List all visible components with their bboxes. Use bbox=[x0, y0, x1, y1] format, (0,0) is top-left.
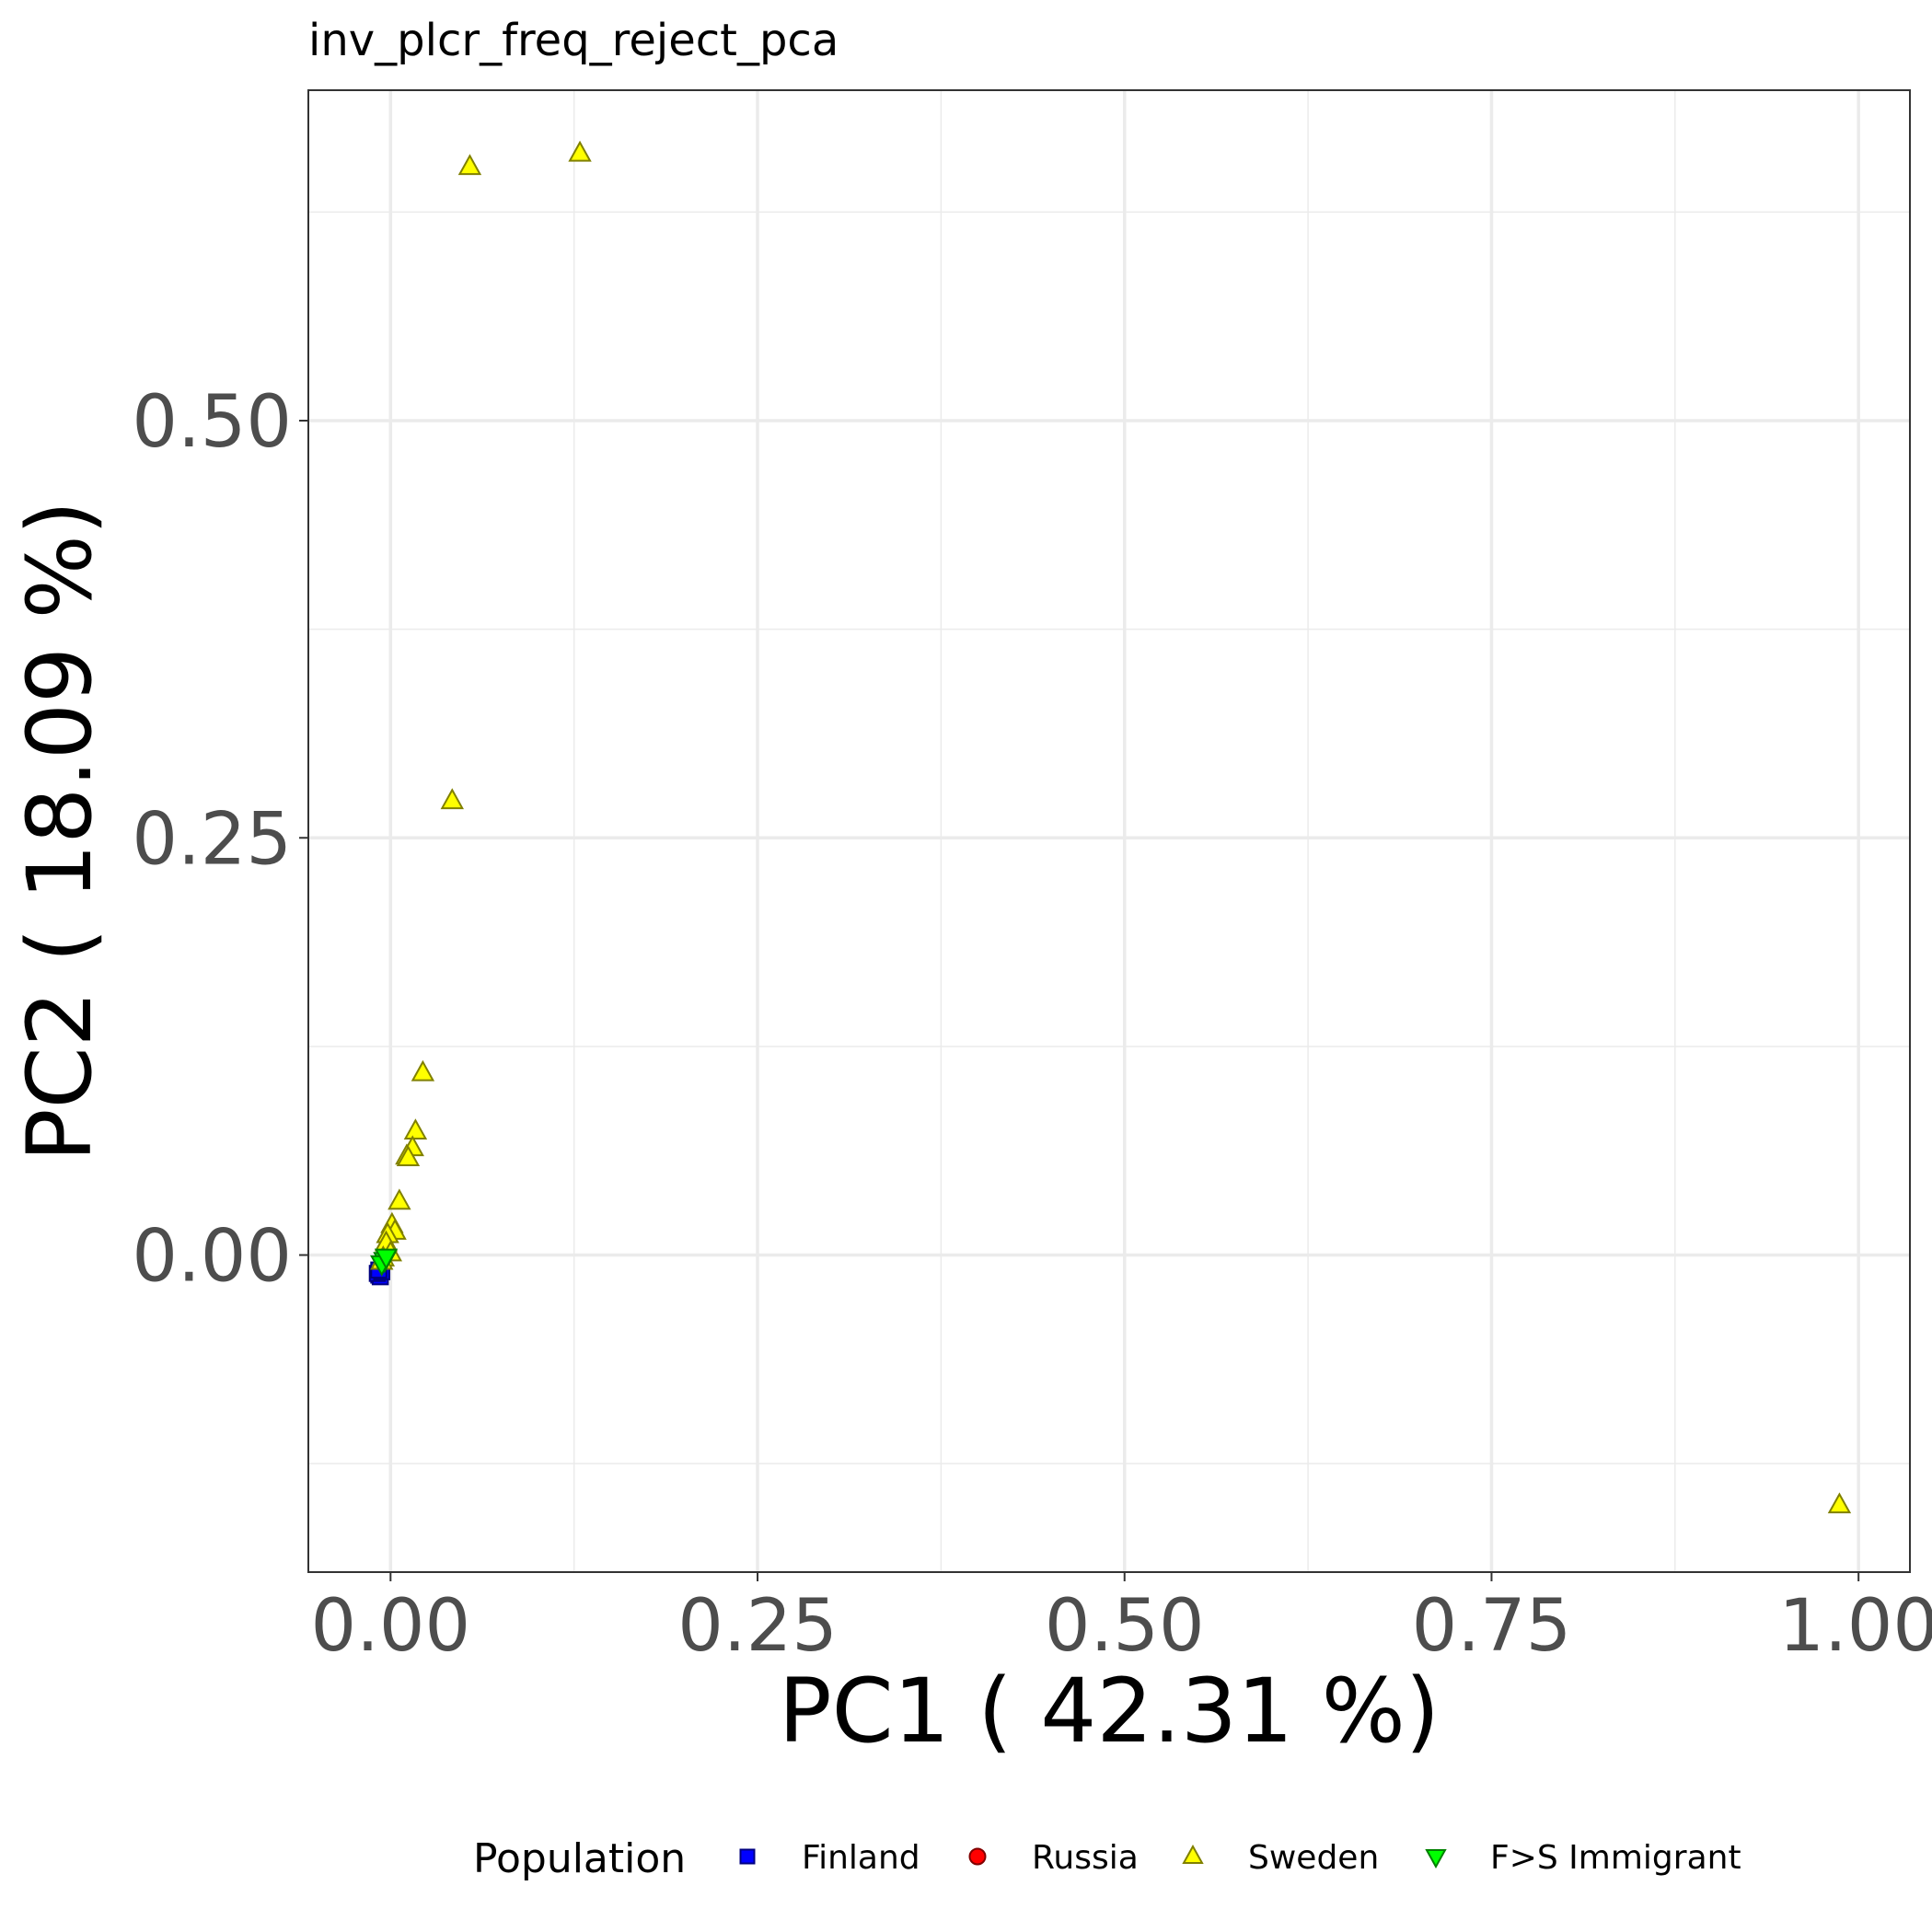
legend-label-f-s-immigrant: F>S Immigrant bbox=[1490, 1839, 1741, 1877]
legend: Population Finland Russia Sweden F>S Immigr… bbox=[473, 1835, 1741, 1882]
y-tick-label: 0.00 bbox=[132, 1216, 292, 1299]
legend-label-russia: Russia bbox=[1032, 1839, 1139, 1877]
x-axis-title: PC1 ( 42.31 %) bbox=[779, 1660, 1440, 1763]
point-sweden bbox=[396, 1145, 421, 1167]
plot-panel bbox=[308, 90, 1910, 1572]
y-axis-ticks: 0.00 0.25 0.50 bbox=[132, 381, 308, 1299]
data-points bbox=[368, 140, 1852, 1514]
plot-border bbox=[307, 89, 1911, 1573]
x-tick-label: 0.50 bbox=[1045, 1585, 1205, 1668]
y-tick-label: 0.50 bbox=[132, 381, 292, 464]
point-sweden bbox=[388, 1188, 411, 1210]
legend-key-russia bbox=[968, 1847, 987, 1866]
grid-major bbox=[308, 90, 1910, 1572]
x-axis-ticks: 0.00 0.25 0.50 0.75 1.00 bbox=[310, 1572, 1932, 1668]
x-tick-label: 1.00 bbox=[1778, 1585, 1932, 1668]
point-sweden bbox=[568, 140, 592, 162]
legend-title: Population bbox=[473, 1835, 686, 1882]
x-tick-label: 0.75 bbox=[1412, 1585, 1572, 1668]
y-tick-label: 0.25 bbox=[132, 798, 292, 881]
legend-key-sweden bbox=[1182, 1844, 1204, 1864]
point-sweden bbox=[440, 788, 464, 810]
point-sweden bbox=[457, 154, 482, 176]
chart-title: inv_plcr_freq_reject_pca bbox=[308, 15, 839, 66]
point-f-s-immigrant bbox=[374, 1248, 399, 1270]
legend-key-finland bbox=[739, 1848, 756, 1865]
point-sweden bbox=[411, 1059, 435, 1082]
legend-key-f-s-immigrant bbox=[1425, 1849, 1447, 1869]
legend-label-sweden: Sweden bbox=[1248, 1839, 1379, 1877]
grid-minor bbox=[308, 90, 1910, 1572]
point-sweden bbox=[1827, 1492, 1852, 1514]
y-axis-title: PC2 ( 18.09 %) bbox=[8, 501, 111, 1163]
x-tick-label: 0.00 bbox=[310, 1585, 470, 1668]
x-tick-label: 0.25 bbox=[677, 1585, 838, 1668]
legend-entries: Finland Russia Sweden F>S Immigrant bbox=[739, 1839, 1741, 1877]
legend-label-finland: Finland bbox=[802, 1839, 920, 1877]
point-sweden bbox=[403, 1118, 428, 1140]
